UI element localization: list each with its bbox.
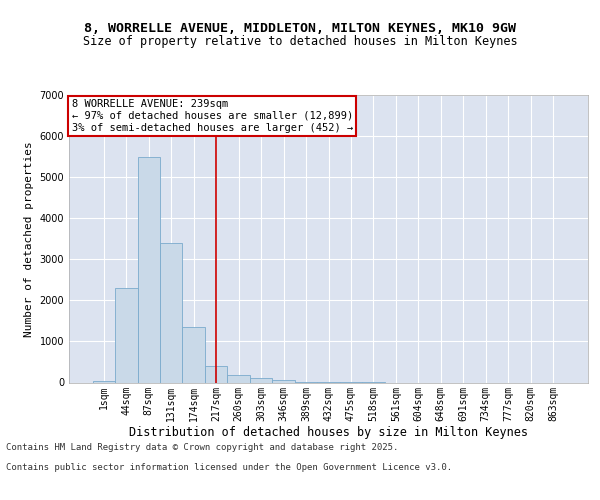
- Bar: [227, 376, 250, 382]
- Y-axis label: Number of detached properties: Number of detached properties: [24, 141, 34, 336]
- X-axis label: Distribution of detached houses by size in Milton Keynes: Distribution of detached houses by size …: [129, 426, 528, 439]
- Bar: [115, 288, 137, 382]
- Bar: [92, 381, 115, 382]
- Bar: [137, 156, 160, 382]
- Bar: [182, 327, 205, 382]
- Bar: [272, 380, 295, 382]
- Text: Contains public sector information licensed under the Open Government Licence v3: Contains public sector information licen…: [6, 462, 452, 471]
- Text: Contains HM Land Registry data © Crown copyright and database right 2025.: Contains HM Land Registry data © Crown c…: [6, 442, 398, 452]
- Bar: [205, 366, 227, 382]
- Text: 8, WORRELLE AVENUE, MIDDLETON, MILTON KEYNES, MK10 9GW: 8, WORRELLE AVENUE, MIDDLETON, MILTON KE…: [84, 22, 516, 36]
- Bar: [250, 378, 272, 382]
- Bar: [160, 243, 182, 382]
- Text: Size of property relative to detached houses in Milton Keynes: Size of property relative to detached ho…: [83, 35, 517, 48]
- Text: 8 WORRELLE AVENUE: 239sqm
← 97% of detached houses are smaller (12,899)
3% of se: 8 WORRELLE AVENUE: 239sqm ← 97% of detac…: [71, 100, 353, 132]
